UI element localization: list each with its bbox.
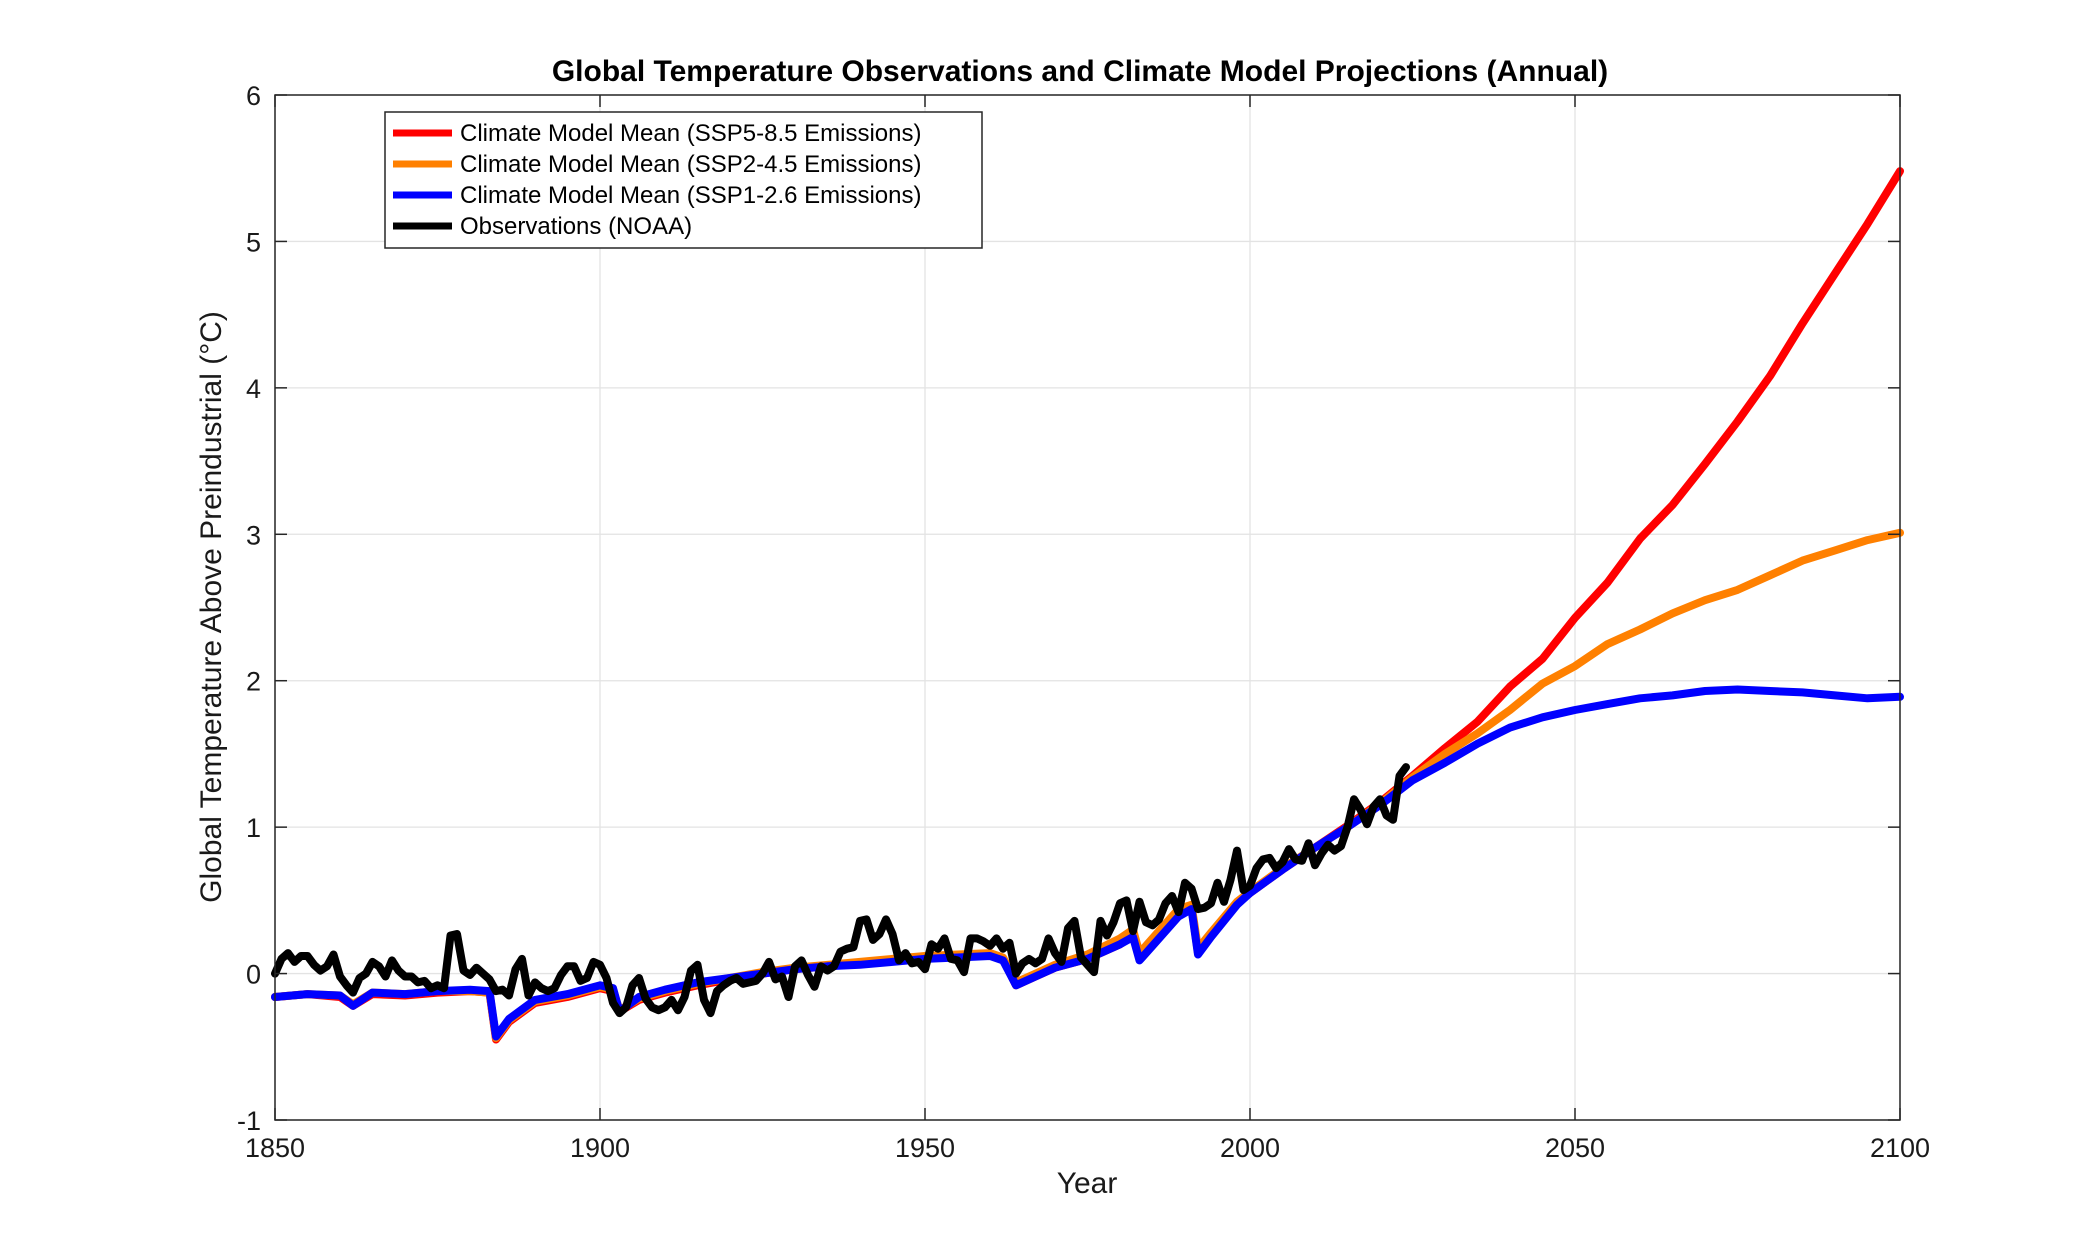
y-tick-label: -1 xyxy=(237,1106,261,1136)
x-tick-label: 1950 xyxy=(895,1133,955,1163)
y-tick-label: 0 xyxy=(246,960,261,990)
y-tick-label: 1 xyxy=(246,813,261,843)
series-line-3 xyxy=(271,763,1410,1018)
x-axis-label: Year xyxy=(1057,1167,1118,1200)
y-tick-label: 4 xyxy=(246,374,261,404)
series-layer xyxy=(271,167,1904,1044)
x-tick-label: 2000 xyxy=(1220,1133,1280,1163)
legend-entry: Climate Model Mean (SSP2-4.5 Emissions) xyxy=(460,151,922,178)
y-tick-label: 3 xyxy=(246,520,261,550)
legend-entry: Observations (NOAA) xyxy=(460,213,692,240)
x-tick-label: 2100 xyxy=(1870,1133,1930,1163)
legend-entry: Climate Model Mean (SSP1-2.6 Emissions) xyxy=(460,182,922,209)
x-tick-label: 2050 xyxy=(1545,1133,1605,1163)
series-line-2 xyxy=(271,685,1904,1041)
y-tick-label: 6 xyxy=(246,81,261,111)
legend-entry: Climate Model Mean (SSP5-8.5 Emissions) xyxy=(460,120,922,147)
y-tick-label: 5 xyxy=(246,227,261,257)
y-axis-label: Global Temperature Above Preindustrial (… xyxy=(195,311,228,903)
axis-ticks: 1850 1900 1950 2000 2050 2100 -1 0 1 2 3 4 5 6 xyxy=(237,81,1930,1163)
series-line-0 xyxy=(271,167,1904,1044)
y-tick-label: 2 xyxy=(246,667,261,697)
x-tick-label: 1900 xyxy=(570,1133,630,1163)
x-tick-label: 1850 xyxy=(245,1133,305,1163)
plot-frame xyxy=(274,94,1901,1121)
legend: Climate Model Mean (SSP5-8.5 Emissions) C… xyxy=(384,111,983,249)
chart-title: Global Temperature Observations and Clim… xyxy=(552,55,1608,88)
legend-box xyxy=(384,111,983,249)
